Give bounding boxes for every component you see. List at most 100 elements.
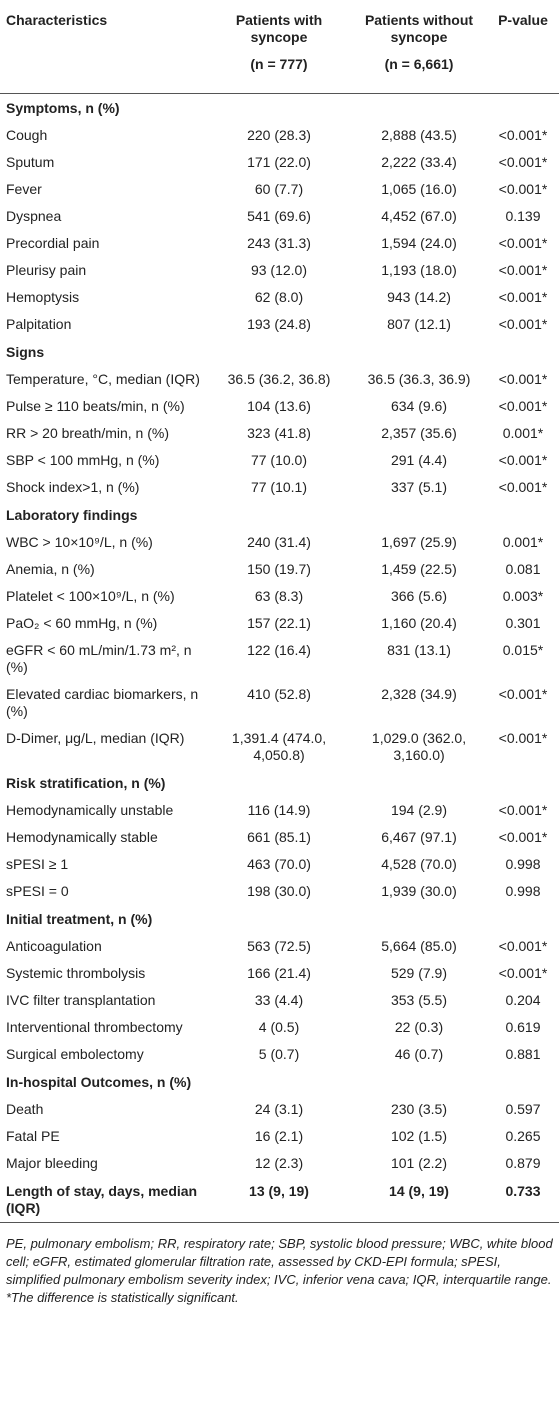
row-label: Hemodynamically stable (6, 828, 158, 845)
header-row: Characteristics Patients with syncope (n =… (0, 0, 559, 93)
section-row: Risk stratification, n (%) (0, 769, 559, 797)
row-label: sPESI ≥ 1 (6, 855, 69, 872)
cell: 4 (0.5) (258, 1018, 300, 1035)
cell: 77 (10.1) (250, 478, 308, 495)
cell: 33 (4.4) (254, 991, 304, 1008)
cell: <0.001* (498, 288, 548, 305)
cell: <0.001* (498, 315, 548, 332)
table-row: Platelet < 100×10⁹/L, n (%) 63 (8.3) 366 (… (0, 583, 559, 610)
cell: 230 (3.5) (390, 1100, 448, 1117)
table-row: WBC > 10×10⁹/L, n (%) 240 (31.4) 1,697 (25… (0, 529, 559, 556)
cell: 463 (70.0) (247, 855, 311, 872)
footnote: PE, pulmonary embolism; RR, respiratory … (6, 1235, 553, 1287)
cell: <0.001* (498, 126, 548, 143)
row-label: Pleurisy pain (6, 261, 87, 278)
row-label: Major bleeding (6, 1154, 98, 1171)
row-label: Surgical embolectomy (6, 1045, 144, 1062)
cell: 16 (2.1) (254, 1127, 304, 1144)
cell: 36.5 (36.3, 36.9) (367, 370, 471, 387)
cell: 194 (2.9) (390, 801, 448, 818)
cell: <0.001* (498, 370, 548, 387)
row-label: Interventional thrombectomy (6, 1018, 183, 1035)
section-row: Signs (0, 338, 559, 366)
table-row: Fever 60 (7.7) 1,065 (16.0) <0.001* (0, 176, 559, 203)
footnote: *The difference is statistically signifi… (6, 1289, 239, 1305)
column-header: Patients with syncope (n = 777) (205, 0, 351, 93)
table-row: Fatal PE 16 (2.1) 102 (1.5) 0.265 (0, 1123, 559, 1150)
table-row: Pulse ≥ 110 beats/min, n (%) 104 (13.6) 63… (0, 393, 559, 420)
cell: 102 (1.5) (390, 1127, 448, 1144)
cell: 807 (12.1) (387, 315, 451, 332)
row-label: Fever (6, 180, 42, 197)
cell: <0.001* (498, 261, 548, 278)
cell: 4,452 (67.0) (381, 207, 457, 224)
cell: 0.265 (505, 1127, 541, 1144)
cell: 353 (5.5) (390, 991, 448, 1008)
column-header: P-value (485, 0, 559, 93)
column-count: (n = 777) (250, 56, 308, 72)
table-row: Dyspnea 541 (69.6) 4,452 (67.0) 0.139 (0, 203, 559, 230)
row-label: Temperature, °C, median (IQR) (6, 370, 200, 387)
cell: 0.881 (505, 1045, 541, 1062)
cell: 2,328 (34.9) (381, 685, 457, 702)
table-body: Symptoms, n (%) Cough 220 (28.3) 2,888 (43.… (0, 93, 559, 1222)
section-title: Signs (6, 343, 45, 360)
cell: 563 (72.5) (247, 937, 311, 954)
cell: 13 (9, 19) (249, 1182, 309, 1199)
row-label: Anticoagulation (6, 937, 102, 954)
cell: 0.597 (505, 1100, 541, 1117)
cell: <0.001* (498, 964, 548, 981)
cell: 943 (14.2) (387, 288, 451, 305)
table-row: Palpitation 193 (24.8) 807 (12.1) <0.001* (0, 311, 559, 338)
column-title: Patients with syncope (235, 12, 323, 45)
table-row: Precordial pain 243 (31.3) 1,594 (24.0) <0.… (0, 230, 559, 257)
section-title: Symptoms, n (%) (6, 99, 120, 116)
cell: 0.204 (505, 991, 541, 1008)
cell: 634 (9.6) (390, 397, 448, 414)
cell: 323 (41.8) (247, 424, 311, 441)
cell: 24 (3.1) (254, 1100, 304, 1117)
section-row: Length of stay, days, median (IQR) 13 (9,… (0, 1177, 559, 1222)
cell: 4,528 (70.0) (381, 855, 457, 872)
row-label: Hemodynamically unstable (6, 801, 174, 818)
row-label: Cough (6, 126, 48, 143)
column-title: P-value (498, 12, 548, 28)
cell: 22 (0.3) (394, 1018, 444, 1035)
row-label: Death (6, 1100, 44, 1117)
section-row: Laboratory findings (0, 501, 559, 529)
cell: 0.998 (505, 855, 541, 872)
cell: 62 (8.0) (254, 288, 304, 305)
row-label: sPESI = 0 (6, 882, 69, 899)
cell: <0.001* (498, 397, 548, 414)
table-row: Hemoptysis 62 (8.0) 943 (14.2) <0.001* (0, 284, 559, 311)
table-row: Death 24 (3.1) 230 (3.5) 0.597 (0, 1096, 559, 1123)
cell: 0.139 (505, 207, 541, 224)
cell: 101 (2.2) (390, 1154, 448, 1171)
cell: 14 (9, 19) (389, 1182, 449, 1199)
cell: 1,459 (22.5) (381, 560, 457, 577)
table-row: Shock index>1, n (%) 77 (10.1) 337 (5.1) <0… (0, 474, 559, 501)
column-header: Patients without syncope (n = 6,661) (351, 0, 485, 93)
cell: 1,594 (24.0) (381, 234, 457, 251)
section-row: Symptoms, n (%) (0, 93, 559, 122)
cell: 243 (31.3) (247, 234, 311, 251)
cell: 541 (69.6) (247, 207, 311, 224)
cell: 1,160 (20.4) (381, 614, 457, 631)
section-title: Initial treatment, n (%) (6, 910, 153, 927)
table-row: Pleurisy pain 93 (12.0) 1,193 (18.0) <0.001… (0, 257, 559, 284)
row-label: Dyspnea (6, 207, 62, 224)
cell: 157 (22.1) (247, 614, 311, 631)
cell: 2,357 (35.6) (381, 424, 457, 441)
section-row: Initial treatment, n (%) (0, 905, 559, 933)
cell: 166 (21.4) (247, 964, 311, 981)
cell: 2,888 (43.5) (381, 126, 457, 143)
table-row: Temperature, °C, median (IQR) 36.5 (36.2,… (0, 366, 559, 393)
cell: 1,391.4 (474.0, 4,050.8) (231, 729, 327, 763)
cell: 150 (19.7) (247, 560, 311, 577)
cell: <0.001* (498, 451, 548, 468)
cell: 122 (16.4) (247, 641, 311, 658)
table-row: Major bleeding 12 (2.3) 101 (2.2) 0.879 (0, 1150, 559, 1177)
cell: 77 (10.0) (250, 451, 308, 468)
section-title: In-hospital Outcomes, n (%) (6, 1073, 192, 1090)
